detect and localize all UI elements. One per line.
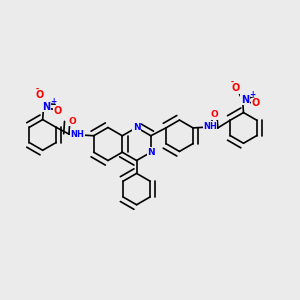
Text: O: O xyxy=(36,91,44,100)
Text: NH: NH xyxy=(203,122,217,131)
Text: +: + xyxy=(249,90,256,99)
Text: -: - xyxy=(231,78,234,87)
Text: -: - xyxy=(36,85,39,94)
Text: N: N xyxy=(241,95,249,105)
Text: O: O xyxy=(53,106,61,116)
Text: O: O xyxy=(69,117,77,126)
Text: O: O xyxy=(252,98,260,108)
Text: N: N xyxy=(133,123,140,132)
Text: N: N xyxy=(42,102,50,112)
Text: O: O xyxy=(210,110,218,119)
Text: +: + xyxy=(50,97,56,106)
Text: O: O xyxy=(232,83,240,93)
Text: N: N xyxy=(147,148,155,157)
Text: NH: NH xyxy=(70,130,84,139)
